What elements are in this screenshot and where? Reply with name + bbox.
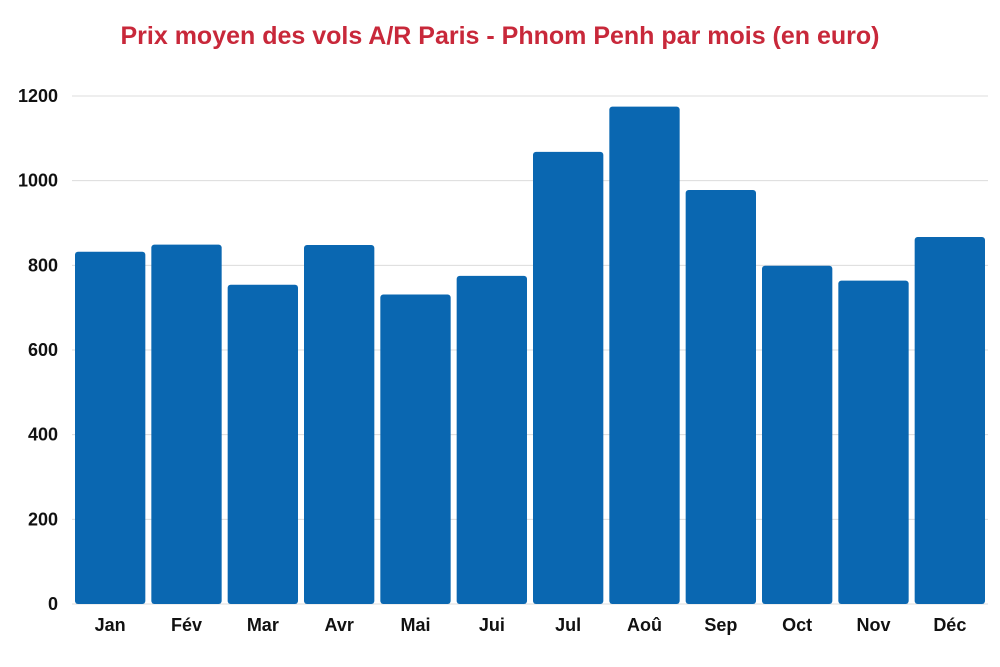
x-tick-label: Jan: [95, 615, 126, 635]
y-tick-label: 800: [28, 255, 58, 275]
x-tick-label: Aoû: [627, 615, 662, 635]
y-tick-label: 1200: [18, 86, 58, 106]
bar-8: [685, 189, 756, 605]
x-tick-label: Avr: [324, 615, 353, 635]
bar-5: [456, 275, 527, 604]
bar-4: [380, 294, 451, 604]
bar-3: [304, 245, 375, 604]
bar-10: [838, 280, 909, 604]
y-tick-label: 400: [28, 425, 58, 445]
x-tick-label: Jul: [555, 615, 581, 635]
y-tick-label: 600: [28, 340, 58, 360]
gridlines: [72, 95, 988, 605]
x-tick-label: Déc: [933, 615, 966, 635]
bar-7: [609, 106, 680, 604]
y-tick-label: 0: [48, 594, 58, 614]
bar-1: [151, 244, 222, 604]
bar-0: [75, 251, 146, 604]
x-tick-label: Nov: [856, 615, 890, 635]
chart-title: Prix moyen des vols A/R Paris - Phnom Pe…: [120, 22, 880, 50]
bars: [75, 106, 985, 605]
x-tick-label: Sep: [704, 615, 737, 635]
x-tick-label: Jui: [479, 615, 505, 635]
x-tick-label: Oct: [782, 615, 812, 635]
y-tick-label: 1000: [18, 171, 58, 191]
bar-2: [227, 284, 298, 604]
x-tick-label: Fév: [171, 615, 202, 635]
x-tick-label: Mai: [400, 615, 430, 635]
x-tick-label: Mar: [247, 615, 279, 635]
axes: 0 200 400 600 800 1000 1200 Jan Fév Mar Avr Mai Jui J…: [18, 86, 966, 635]
bar-6: [533, 151, 604, 604]
y-tick-label: 200: [28, 509, 58, 529]
bar-11: [914, 236, 985, 604]
bar-9: [762, 265, 833, 604]
